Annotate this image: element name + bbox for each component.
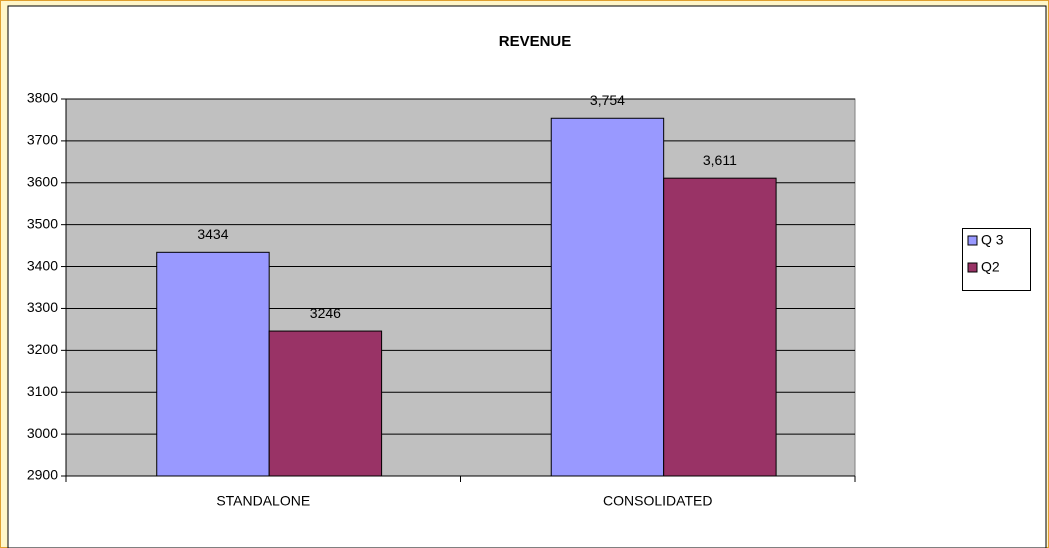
y-tick-label: 2900 (27, 467, 58, 483)
y-tick-label: 3300 (27, 299, 58, 315)
y-tick-label: 3600 (27, 173, 58, 189)
legend-label: Q2 (981, 259, 1000, 275)
bar (663, 177, 777, 477)
bar (268, 330, 383, 477)
value-label: 3246 (310, 305, 341, 321)
y-tick-label: 3400 (27, 257, 58, 273)
value-label: 3434 (197, 226, 228, 242)
y-tick-label: 3800 (27, 90, 58, 106)
y-tick-label: 3200 (27, 341, 58, 357)
value-label: 3,611 (703, 152, 737, 168)
y-tick-label: 3700 (27, 132, 58, 148)
bar (156, 251, 270, 477)
legend-label: Q 3 (981, 232, 1004, 248)
x-tick-label: STANDALONE (216, 493, 310, 509)
chart-title: REVENUE (499, 33, 572, 50)
y-tick-label: 3100 (27, 383, 58, 399)
y-tick-label: 3000 (27, 425, 58, 441)
x-tick-label: CONSOLIDATED (603, 493, 712, 509)
value-label: 3,754 (590, 92, 625, 108)
y-tick-label: 3500 (27, 215, 58, 231)
legend-swatch (967, 262, 978, 273)
bar (550, 117, 665, 477)
legend-swatch (967, 235, 978, 246)
